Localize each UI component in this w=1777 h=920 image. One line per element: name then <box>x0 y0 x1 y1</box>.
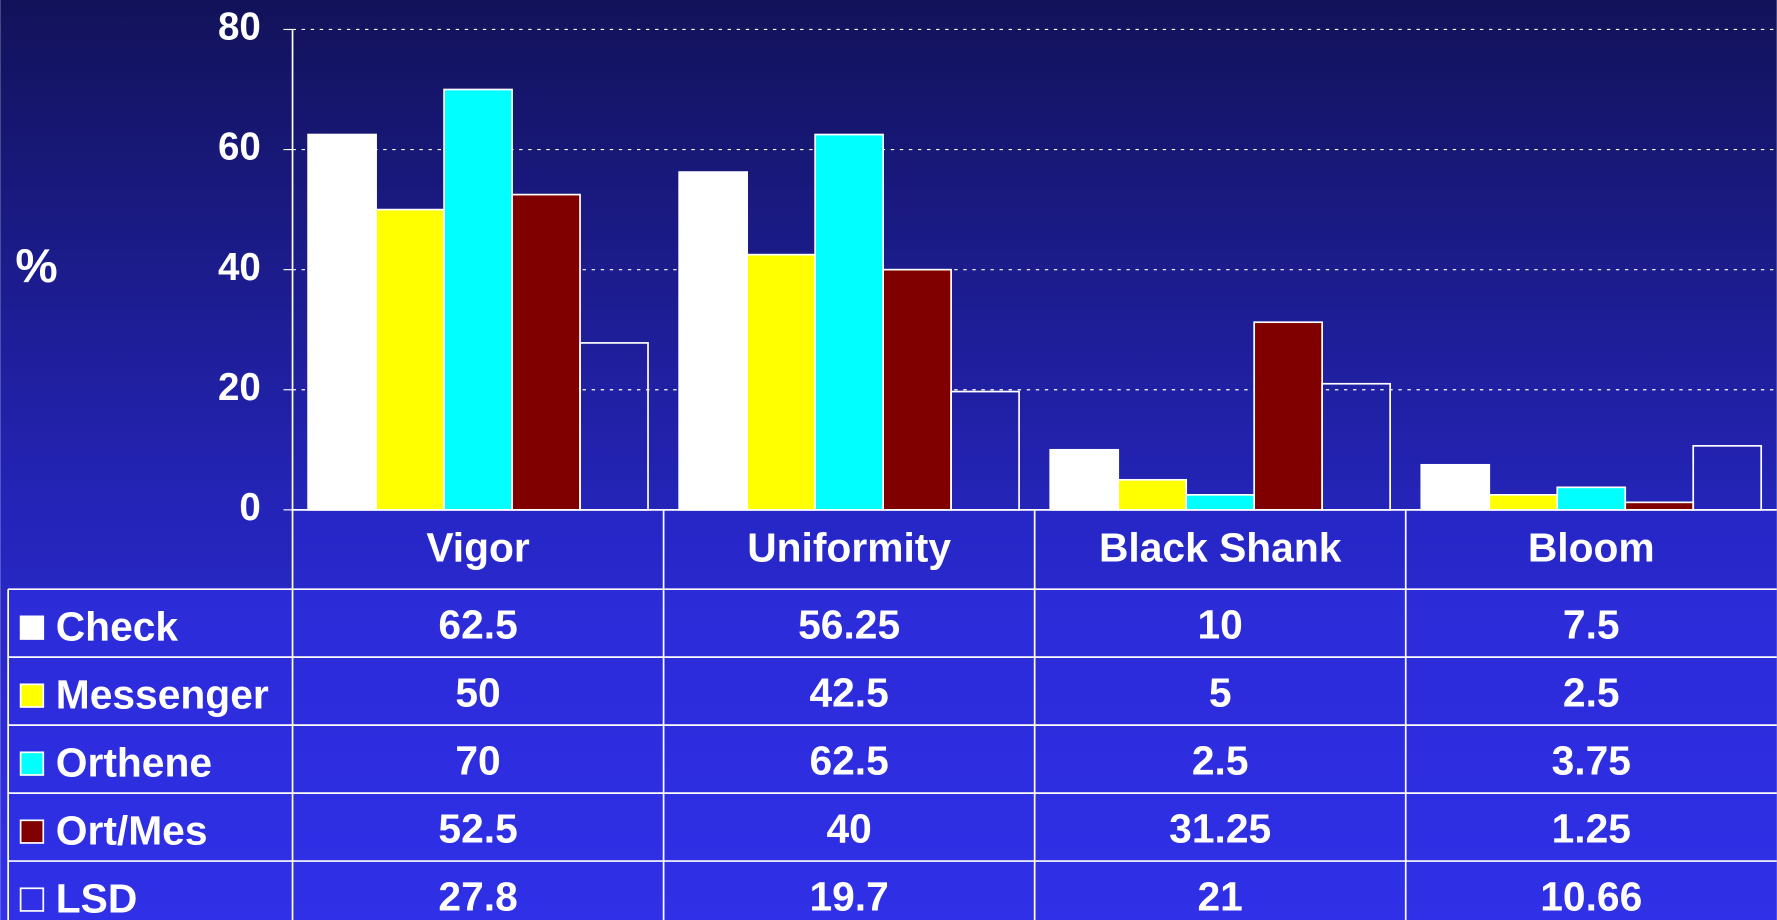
table-cell: 70 <box>455 737 500 783</box>
bar <box>1420 463 1491 511</box>
table-cell: 19.7 <box>809 873 888 919</box>
y-tick-label: 80 <box>218 6 261 49</box>
table-cell: 10.66 <box>1540 873 1642 919</box>
bar <box>375 208 445 511</box>
table-cell: 56.25 <box>798 601 900 647</box>
table-cell: 27.8 <box>438 873 517 919</box>
table-cell: 40 <box>826 805 871 851</box>
legend-label: Messenger <box>56 672 269 718</box>
table-cell: 10 <box>1198 601 1243 647</box>
bar <box>307 133 377 511</box>
bar <box>1624 501 1695 511</box>
bar <box>1117 478 1188 511</box>
legend-swatch <box>19 819 45 844</box>
bar <box>1185 493 1256 511</box>
table-cell: 2.5 <box>1192 737 1249 783</box>
legend-swatch <box>19 751 45 776</box>
table-cell: 3.75 <box>1552 737 1631 783</box>
table-cell: 7.5 <box>1563 601 1620 647</box>
legend-label: Check <box>56 604 179 650</box>
legend-label: Orthene <box>56 740 212 786</box>
bar <box>678 171 749 511</box>
bar <box>1556 486 1627 511</box>
y-tick-label: 20 <box>218 366 261 409</box>
bar <box>1049 448 1120 511</box>
table-cell: 1.25 <box>1552 805 1631 851</box>
y-tick-label: 0 <box>239 486 260 529</box>
bar <box>1253 321 1324 511</box>
table-cell: 21 <box>1198 873 1243 919</box>
table-background <box>8 589 1777 920</box>
table-cell: 62.5 <box>438 601 517 647</box>
legend-label: LSD <box>56 876 138 920</box>
table-cell: 50 <box>455 669 500 715</box>
legend-swatch <box>19 683 45 708</box>
bar <box>814 133 884 511</box>
bar <box>511 193 581 511</box>
y-tick-label: 60 <box>218 126 261 169</box>
legend-swatch <box>19 615 45 640</box>
x-tick-label: Bloom <box>1528 524 1655 570</box>
bar <box>443 88 513 511</box>
legend-swatch <box>19 887 45 912</box>
legend-label: Ort/Mes <box>56 808 208 854</box>
x-tick-label: Vigor <box>426 524 530 570</box>
y-axis-label: % <box>15 240 57 293</box>
table-cell: 62.5 <box>809 737 888 783</box>
table-cell: 31.25 <box>1169 805 1271 851</box>
table-cell: 2.5 <box>1563 669 1620 715</box>
bar <box>882 268 952 511</box>
x-tick-label: Uniformity <box>747 524 951 570</box>
bar <box>746 253 816 511</box>
table-cell: 42.5 <box>809 669 888 715</box>
x-tick-label: Black Shank <box>1099 524 1342 570</box>
bar <box>1488 493 1559 511</box>
table-cell: 52.5 <box>438 805 517 851</box>
table-cell: 5 <box>1209 669 1232 715</box>
y-tick-label: 40 <box>218 246 261 289</box>
